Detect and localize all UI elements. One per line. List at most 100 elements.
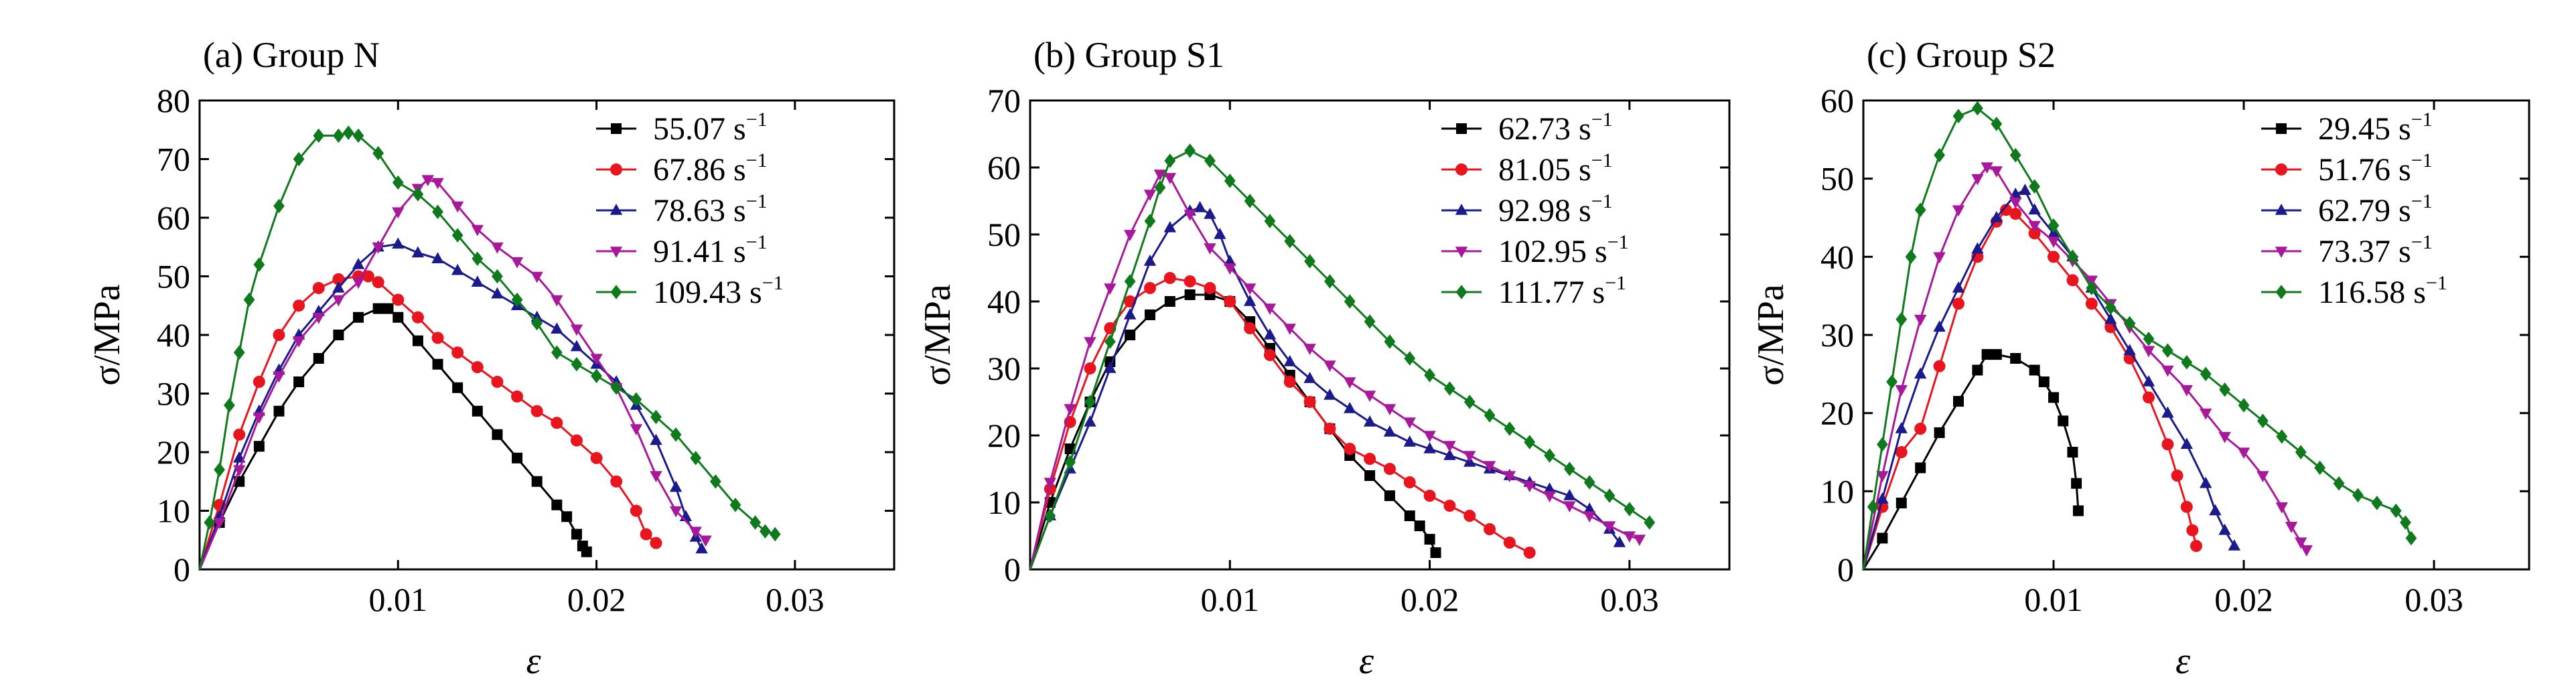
legend-item: 92.98 s−1 (1441, 190, 1613, 228)
data-point (2371, 496, 2383, 510)
data-point (1981, 349, 1993, 360)
data-point (213, 518, 226, 529)
y-tick-label: 10 (157, 492, 190, 530)
y-tick-label: 10 (987, 484, 1021, 521)
legend-label: 81.05 s−1 (1498, 149, 1613, 188)
series-line (1029, 293, 1437, 570)
data-point (1184, 275, 1196, 287)
panel-title: (a) Group N (203, 35, 380, 75)
data-point (1104, 283, 1117, 295)
data-point (1443, 441, 1456, 452)
data-point (1383, 463, 1396, 475)
y-tick-label: 20 (157, 433, 190, 471)
data-point (1064, 455, 1076, 470)
data-point (1914, 423, 1927, 435)
legend-label: 109.43 s−1 (653, 272, 784, 310)
data-point (2029, 364, 2040, 376)
data-point (233, 345, 245, 360)
data-point (412, 335, 423, 346)
data-point (2047, 236, 2060, 248)
data-point (551, 499, 563, 510)
legend-marker (610, 285, 622, 299)
data-point (2010, 353, 2021, 364)
data-point (204, 515, 216, 530)
data-point (1364, 470, 1376, 481)
data-point (1563, 489, 1576, 500)
y-tick-label: 10 (1820, 472, 1854, 510)
data-point (1184, 289, 1196, 300)
data-point (372, 242, 384, 254)
data-point (1264, 214, 1276, 228)
data-point (382, 303, 394, 314)
data-point (224, 398, 235, 413)
data-point (749, 515, 761, 530)
series-line (1029, 277, 1530, 570)
data-point (531, 476, 543, 487)
data-point (243, 292, 255, 307)
panel-title: (c) Group S2 (1867, 35, 2056, 75)
data-point (1184, 210, 1196, 221)
legend-item: 102.95 s−1 (1441, 231, 1629, 269)
data-point (1143, 190, 1157, 201)
data-point (353, 311, 364, 323)
data-point (2143, 332, 2155, 346)
legend-item: 55.07 s−1 (596, 109, 768, 147)
data-point (1876, 471, 1889, 482)
data-point (432, 358, 443, 370)
data-point (2180, 385, 2193, 397)
x-tick-label: 0.02 (1401, 581, 1459, 618)
legend-label: 91.41 s−1 (653, 231, 768, 269)
data-point (571, 356, 583, 372)
series-line (198, 275, 657, 570)
data-point (669, 480, 683, 492)
data-point (1224, 263, 1236, 275)
data-point (392, 311, 404, 323)
data-point (392, 207, 405, 219)
data-point (1633, 535, 1646, 546)
series-78.63 (198, 237, 708, 570)
data-point (512, 452, 523, 464)
legend-label: 78.63 s−1 (653, 190, 768, 228)
legend-marker (1455, 204, 1468, 215)
data-point (1404, 510, 1415, 521)
data-point (2180, 437, 2193, 449)
data-point (1583, 475, 1595, 490)
data-point (1990, 211, 2003, 222)
data-point (2285, 522, 2298, 533)
data-point (214, 462, 226, 478)
data-point (650, 537, 662, 549)
data-point (492, 269, 503, 284)
legend-label: 51.76 s−1 (2318, 149, 2433, 188)
data-point (471, 224, 484, 236)
data-point (2228, 539, 2240, 551)
data-point (1263, 303, 1277, 315)
data-point (1867, 499, 1879, 514)
data-point (1423, 431, 1436, 442)
data-point (273, 371, 285, 383)
legend-marker (2275, 163, 2287, 176)
series-line (1862, 208, 2198, 570)
data-point (1952, 281, 1965, 293)
y-tick-label: 0 (1837, 551, 1854, 588)
data-point (1303, 372, 1316, 383)
data-point (1543, 482, 1556, 494)
data-point (1443, 500, 1456, 512)
data-point (650, 471, 662, 482)
data-point (233, 465, 246, 477)
data-point (362, 270, 374, 283)
data-point (1123, 308, 1137, 320)
data-point (590, 354, 603, 365)
legend-marker (1456, 123, 1467, 134)
data-point (431, 178, 444, 190)
data-point (2352, 488, 2364, 502)
data-point (2257, 471, 2269, 482)
data-point (491, 287, 504, 299)
data-point (1444, 381, 1455, 396)
data-point (1430, 547, 1441, 558)
x-axis-label: ε (2175, 640, 2191, 682)
data-point (689, 527, 702, 539)
series-67.86 (198, 270, 662, 570)
data-point (472, 405, 483, 417)
data-point (313, 353, 324, 364)
data-point (650, 409, 662, 425)
